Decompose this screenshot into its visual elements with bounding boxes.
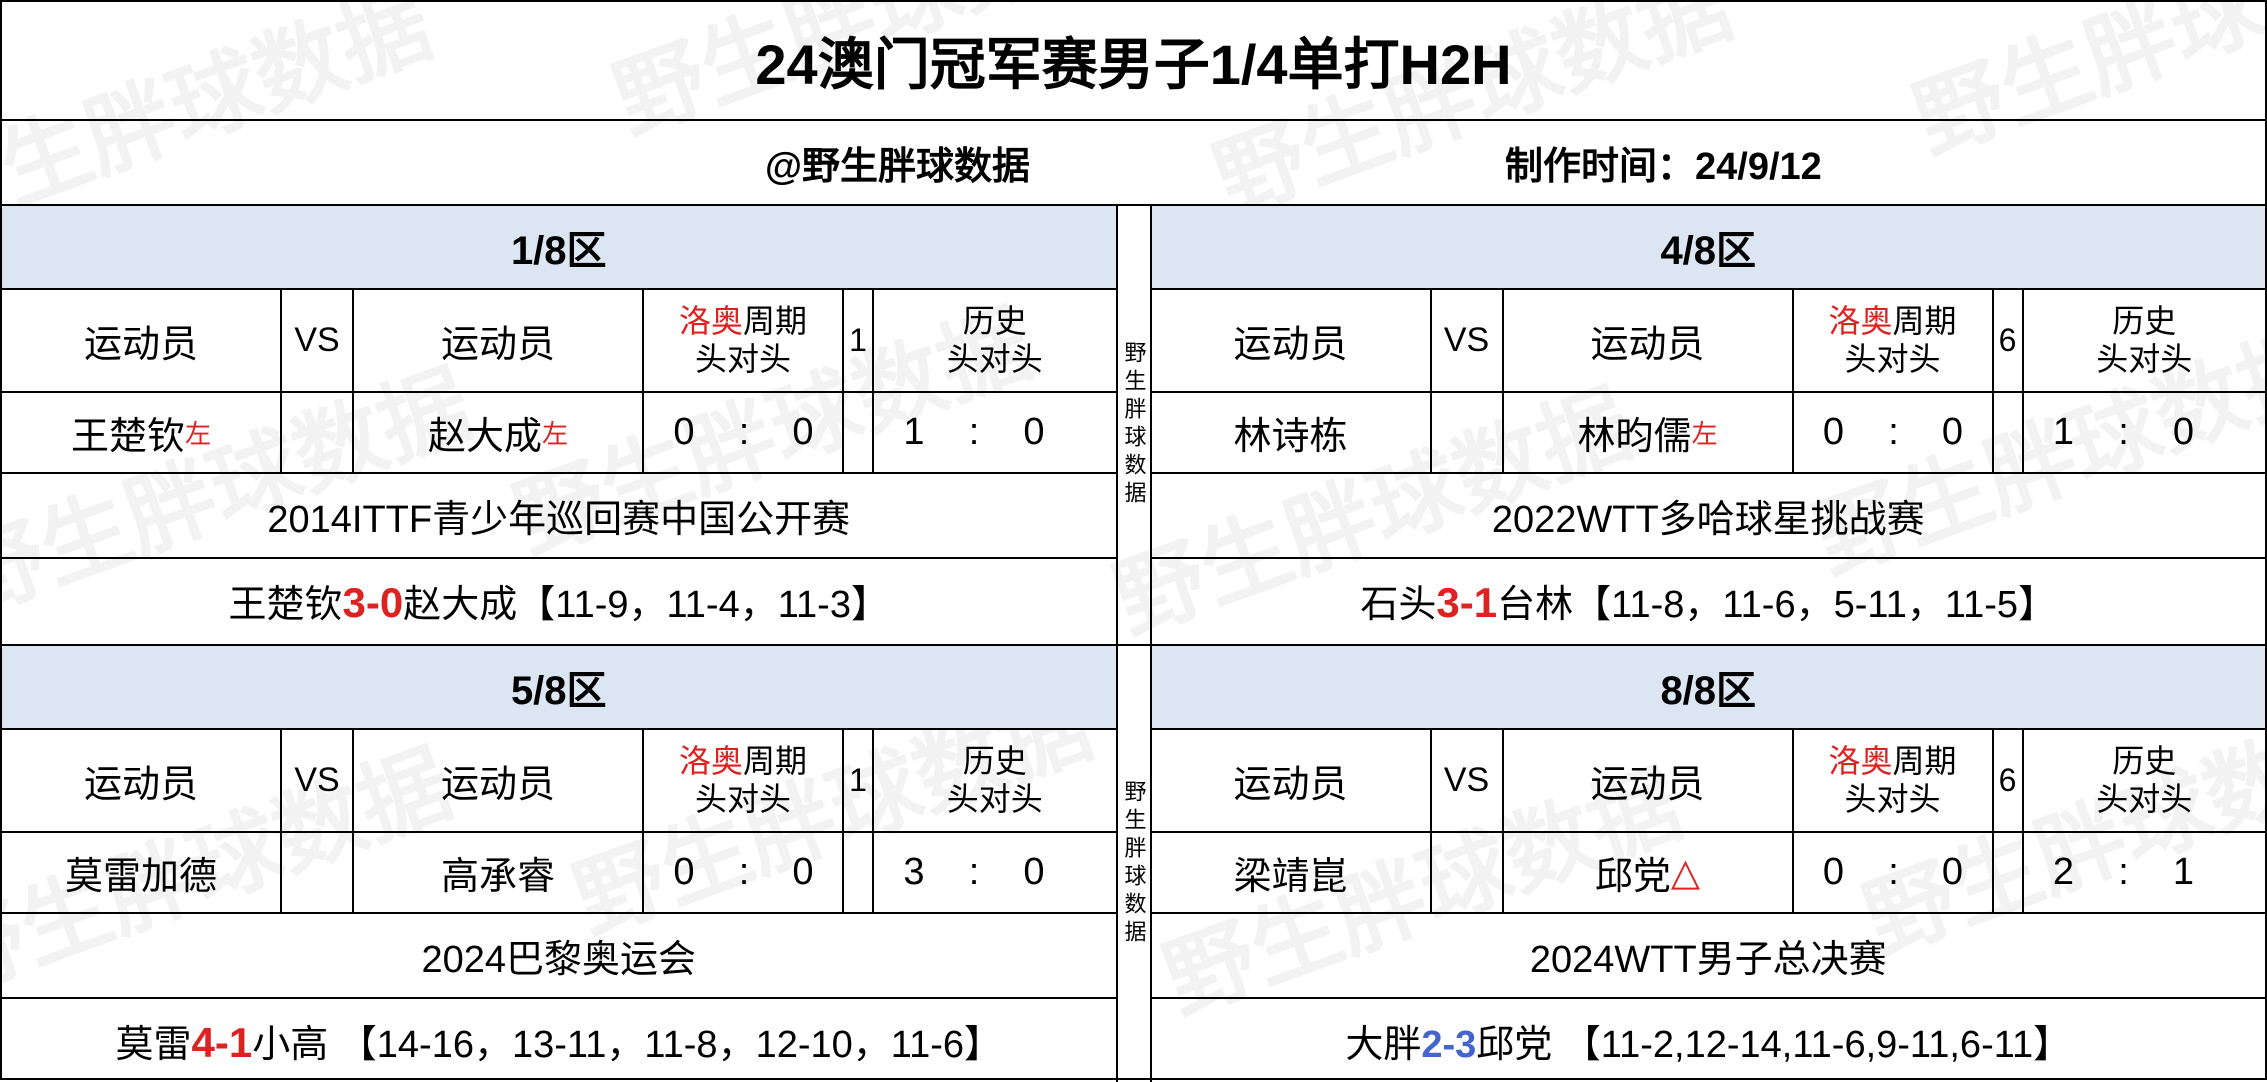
player1-name: 王楚钦左: [2, 393, 282, 472]
date-label: 制作时间：24/9/12: [1505, 121, 2265, 204]
meta-row: @野生胖球数据 制作时间：24/9/12: [2, 121, 2265, 206]
event-name: 2024WTT男子总决赛: [1152, 914, 2266, 999]
seq-num: 6: [1994, 730, 2024, 831]
vs-label: VS: [1432, 290, 1504, 391]
history-label: 历史头对头: [2024, 730, 2266, 831]
zone-header: 8/8区: [1152, 646, 2266, 730]
col-player1: 运动员: [2, 290, 282, 391]
hist-score-1: 1: [2024, 393, 2104, 472]
col-player2: 运动员: [1504, 730, 1794, 831]
luo-score-2: 0: [1914, 393, 1994, 472]
luo-score-1: 0: [1794, 393, 1874, 472]
history-label: 历史头对头: [2024, 290, 2266, 391]
luo-score-1: 0: [644, 833, 724, 912]
luo-score-2: 0: [1914, 833, 1994, 912]
match-result: 石头3-1台林【11-8，11-6，5-11，11-5】: [1152, 559, 2266, 642]
col-player1: 运动员: [1152, 730, 1432, 831]
luoao-label: 洛奥周期头对头: [1794, 730, 1994, 831]
player2-name: 邱党△: [1504, 833, 1794, 912]
seq-num: 1: [844, 730, 874, 831]
hist-score-1: 1: [874, 393, 954, 472]
hist-score-2: 0: [2144, 393, 2224, 472]
luo-score-1: 0: [1794, 833, 1874, 912]
zone-header: 5/8区: [2, 646, 1116, 730]
luo-score-2: 0: [764, 393, 844, 472]
player2-name: 林昀儒左: [1504, 393, 1794, 472]
player2-name: 赵大成左: [354, 393, 644, 472]
seq-num: 1: [844, 290, 874, 391]
luoao-label: 洛奥周期头对头: [644, 290, 844, 391]
match-result: 大胖2-3邱党 【11-2,12-14,11-6,9-11,6-11】: [1152, 999, 2266, 1082]
event-name: 2022WTT多哈球星挑战赛: [1152, 474, 2266, 559]
col-player1: 运动员: [1152, 290, 1432, 391]
seq-num: 6: [1994, 290, 2024, 391]
col-player1: 运动员: [2, 730, 282, 831]
player1-name: 莫雷加德: [2, 833, 282, 912]
player1-name: 林诗栋: [1152, 393, 1432, 472]
hist-score-2: 0: [994, 393, 1074, 472]
history-label: 历史头对头: [874, 290, 1116, 391]
vs-label: VS: [282, 290, 354, 391]
event-name: 2014ITTF青少年巡回赛中国公开赛: [2, 474, 1116, 559]
hist-score-2: 0: [994, 833, 1074, 912]
history-label: 历史头对头: [874, 730, 1116, 831]
luoao-label: 洛奥周期头对头: [1794, 290, 1994, 391]
vs-label: VS: [282, 730, 354, 831]
player2-name: 高承睿: [354, 833, 644, 912]
credit: @野生胖球数据: [765, 121, 1505, 204]
hist-score-1: 2: [2024, 833, 2104, 912]
luo-score-1: 0: [644, 393, 724, 472]
luoao-label: 洛奥周期头对头: [644, 730, 844, 831]
zone-header: 4/8区: [1152, 206, 2266, 290]
zone-header: 1/8区: [2, 206, 1116, 290]
h2h-table: 24澳门冠军赛男子1/4单打H2H @野生胖球数据 制作时间：24/9/12 1…: [0, 0, 2267, 1080]
page-title: 24澳门冠军赛男子1/4单打H2H: [2, 2, 2265, 121]
col-player2: 运动员: [354, 730, 644, 831]
luo-score-2: 0: [764, 833, 844, 912]
match-result: 莫雷4-1小高 【14-16，13-11，11-8，12-10，11-6】: [2, 999, 1116, 1082]
col-player2: 运动员: [1504, 290, 1794, 391]
hist-score-2: 1: [2144, 833, 2224, 912]
event-name: 2024巴黎奥运会: [2, 914, 1116, 999]
player1-name: 梁靖崑: [1152, 833, 1432, 912]
vs-label: VS: [1432, 730, 1504, 831]
hist-score-1: 3: [874, 833, 954, 912]
col-player2: 运动员: [354, 290, 644, 391]
match-result: 王楚钦3-0赵大成【11-9，11-4，11-3】: [2, 559, 1116, 642]
